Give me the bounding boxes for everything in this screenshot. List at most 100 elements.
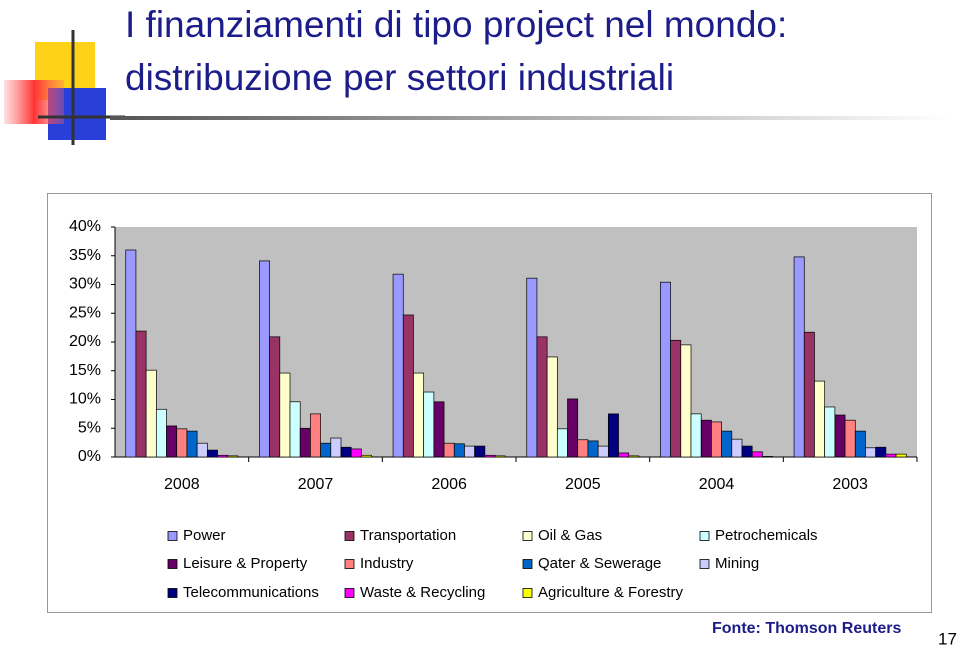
legend-swatch	[167, 588, 178, 598]
bar	[793, 256, 805, 458]
bar	[607, 413, 619, 458]
bar	[895, 453, 907, 458]
bar	[628, 455, 640, 458]
bar	[803, 331, 815, 458]
legend-swatch	[344, 559, 355, 569]
bar	[155, 408, 167, 458]
bar	[690, 413, 702, 458]
y-tick-label: 10%	[69, 391, 101, 408]
bar	[484, 454, 496, 458]
bar	[299, 427, 311, 458]
bar	[844, 419, 856, 458]
legend-swatch	[699, 559, 710, 569]
bar	[680, 344, 692, 458]
bar	[885, 453, 897, 458]
bar	[135, 330, 147, 458]
title-rule	[110, 116, 950, 120]
legend-label: Agriculture & Forestry	[538, 584, 684, 601]
y-tick-label: 0%	[78, 448, 101, 465]
legend-label: Telecommunications	[183, 584, 319, 601]
legend-label: Leisure & Property	[183, 555, 308, 572]
y-tick-label: 5%	[78, 419, 101, 436]
x-tick-label: 2008	[164, 476, 200, 493]
legend-label: Mining	[715, 555, 759, 572]
bar	[824, 406, 836, 458]
legend-swatch	[522, 559, 533, 569]
legend-label: Industry	[360, 555, 414, 572]
x-tick-label: 2004	[699, 476, 735, 493]
y-tick-label: 40%	[69, 218, 101, 235]
bar	[176, 428, 188, 458]
legend-label: Oil & Gas	[538, 527, 602, 544]
bar	[269, 336, 281, 458]
bar	[762, 456, 773, 458]
bar	[494, 455, 506, 458]
legend-label: Waste & Recycling	[360, 584, 485, 601]
bar	[567, 398, 579, 458]
bar	[279, 372, 291, 458]
bar	[474, 445, 486, 458]
bar	[865, 447, 877, 458]
bar	[751, 451, 763, 458]
legend-swatch	[522, 531, 533, 541]
bar	[536, 336, 548, 458]
bar	[597, 445, 609, 458]
bar	[433, 401, 445, 458]
page-number: 17	[938, 629, 957, 647]
source: Fonte: Thomson Reuters	[712, 620, 901, 637]
y-tick-label: 35%	[69, 247, 101, 264]
bar	[145, 369, 157, 458]
title: I finanziamenti di tipo project nel mond…	[125, 4, 787, 45]
bar	[526, 277, 538, 458]
bar	[443, 442, 455, 458]
bar	[166, 425, 178, 458]
x-tick-label: 2003	[832, 476, 868, 493]
bar	[330, 437, 342, 458]
bar	[721, 430, 733, 458]
x-tick-label: 2006	[431, 476, 467, 493]
bar	[814, 380, 826, 458]
bar	[413, 372, 425, 458]
legend-label: Transportation	[360, 527, 456, 544]
bar	[227, 455, 239, 458]
bar	[700, 419, 712, 458]
x-tick-label: 2005	[565, 476, 601, 493]
bar	[402, 314, 414, 458]
bar	[854, 430, 866, 458]
y-tick-label: 15%	[69, 362, 101, 379]
legend-label: Qater & Sewerage	[538, 555, 661, 572]
legend-swatch	[344, 531, 355, 541]
bar	[660, 281, 671, 458]
legend-label: Petrochemicals	[715, 527, 818, 544]
bar	[196, 442, 208, 458]
bar	[741, 445, 753, 458]
bar	[259, 260, 270, 458]
title: distribuzione per settori industriali	[125, 57, 674, 98]
bar	[423, 391, 435, 458]
bar	[453, 443, 465, 458]
y-tick-label: 20%	[69, 333, 101, 350]
bar	[217, 454, 229, 458]
bar	[289, 401, 301, 458]
legend-swatch	[699, 531, 710, 541]
legend-swatch	[167, 531, 178, 541]
bar	[587, 440, 599, 458]
bar	[206, 449, 218, 458]
y-tick-label: 30%	[69, 276, 101, 293]
bar	[361, 454, 372, 458]
bar	[556, 428, 568, 458]
bar	[834, 414, 846, 458]
legend-swatch	[167, 559, 178, 569]
bar	[310, 413, 321, 458]
bar	[731, 438, 743, 458]
bar	[618, 452, 630, 458]
legend-label: Power	[183, 527, 226, 544]
bar	[125, 249, 137, 458]
bar	[320, 442, 332, 458]
bar	[711, 421, 722, 458]
bar	[546, 356, 558, 458]
bar	[350, 448, 362, 458]
legend-swatch	[522, 588, 533, 598]
